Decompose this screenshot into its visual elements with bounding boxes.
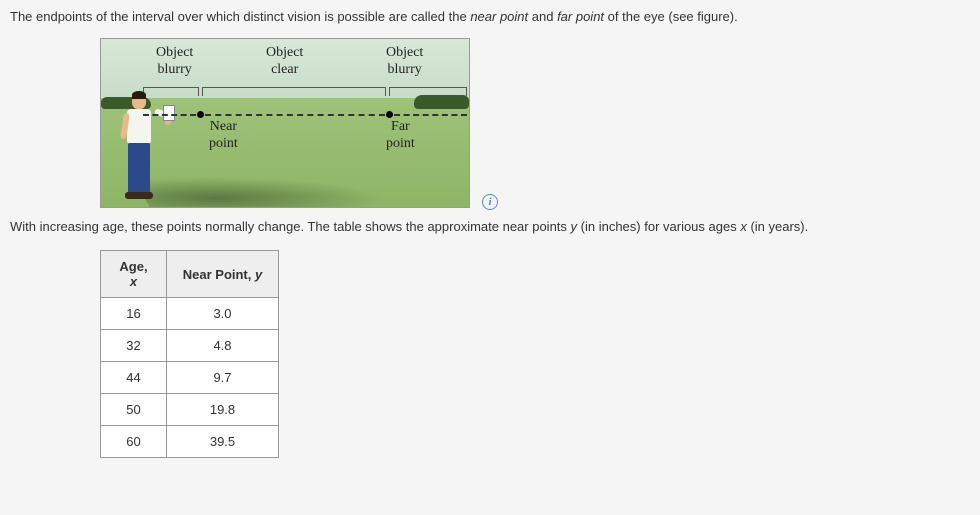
- person-legs: [128, 143, 150, 193]
- label-blurry-left-l1: Object: [156, 45, 193, 60]
- bushes-right: [414, 95, 469, 109]
- bracket-3: [389, 87, 467, 97]
- near-point-table: Age, x Near Point, y 163.0 324.8 449.7 5…: [100, 250, 279, 458]
- near-point-dot: [197, 111, 204, 118]
- cell-age: 16: [101, 298, 167, 330]
- col1-pre: Near Point,: [183, 267, 255, 282]
- person-hair: [132, 91, 146, 99]
- intro-text-2: and: [528, 9, 557, 24]
- table-body: 163.0 324.8 449.7 5019.8 6039.5: [101, 298, 279, 458]
- label-clear: Object clear: [266, 45, 303, 79]
- intro-text-1: The endpoints of the interval over which…: [10, 9, 470, 24]
- dash-2: [205, 114, 385, 116]
- label-blurry-right-l2: blurry: [388, 62, 422, 77]
- person-arm-left: [120, 113, 130, 140]
- cell-age: 44: [101, 362, 167, 394]
- intro-paragraph: The endpoints of the interval over which…: [10, 8, 970, 26]
- cell-age: 60: [101, 426, 167, 458]
- cell-np: 4.8: [167, 330, 279, 362]
- label-clear-l1: Object: [266, 45, 303, 60]
- mid-text-3: (in years).: [747, 219, 808, 234]
- bracket-2: [202, 87, 386, 97]
- cell-np: 39.5: [167, 426, 279, 458]
- col0-pre: Age,: [119, 259, 147, 274]
- col0-var: x: [130, 274, 137, 289]
- cell-np: 3.0: [167, 298, 279, 330]
- col-header-age: Age, x: [101, 251, 167, 298]
- dash-3: [394, 114, 467, 116]
- near-point-l2: point: [209, 136, 238, 151]
- cell-np: 9.7: [167, 362, 279, 394]
- far-point-l2: point: [386, 136, 415, 151]
- label-blurry-left-l2: blurry: [158, 62, 192, 77]
- intro-text-3: of the eye (see figure).: [604, 9, 738, 24]
- label-blurry-right: Object blurry: [386, 45, 423, 79]
- far-point-dot: [386, 111, 393, 118]
- cell-age: 50: [101, 394, 167, 426]
- info-icon[interactable]: i: [482, 194, 498, 210]
- label-clear-l2: clear: [271, 62, 298, 77]
- table-row: 6039.5: [101, 426, 279, 458]
- near-point-label: Near point: [209, 119, 238, 153]
- dash-1: [143, 114, 196, 116]
- table-row: 449.7: [101, 362, 279, 394]
- label-blurry-right-l1: Object: [386, 45, 423, 60]
- person-head: [132, 93, 146, 109]
- mid-text-2: (in inches) for various ages: [577, 219, 740, 234]
- person-illustration: [119, 93, 159, 203]
- mid-text-1: With increasing age, these points normal…: [10, 219, 571, 234]
- far-point-l1: Far: [391, 119, 410, 134]
- ground-shadow: [132, 177, 389, 207]
- held-card: [163, 105, 175, 121]
- near-point-term: near point: [470, 9, 528, 24]
- far-point-term: far point: [557, 9, 604, 24]
- table-header-row: Age, x Near Point, y: [101, 251, 279, 298]
- table-row: 5019.8: [101, 394, 279, 426]
- table-row: 324.8: [101, 330, 279, 362]
- table-row: 163.0: [101, 298, 279, 330]
- label-blurry-left: Object blurry: [156, 45, 193, 79]
- near-point-l1: Near: [210, 119, 237, 134]
- figure-container: Object blurry Object clear Object blurry: [100, 38, 970, 208]
- col1-var: y: [255, 267, 262, 282]
- vision-figure: Object blurry Object clear Object blurry: [100, 38, 470, 208]
- cell-np: 19.8: [167, 394, 279, 426]
- cell-age: 32: [101, 330, 167, 362]
- top-labels: Object blurry Object clear Object blurry: [101, 45, 469, 85]
- mid-paragraph: With increasing age, these points normal…: [10, 218, 970, 236]
- col-header-nearpoint: Near Point, y: [167, 251, 279, 298]
- far-point-label: Far point: [386, 119, 415, 153]
